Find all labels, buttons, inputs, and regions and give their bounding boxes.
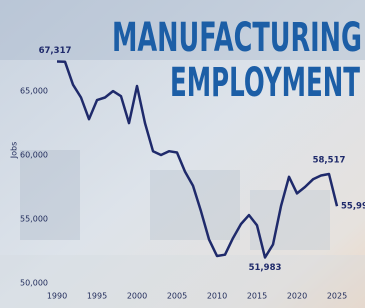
x-tick-label: 2005 [167, 292, 187, 301]
value-label: 67,317 [39, 46, 72, 56]
x-tick-label: 2000 [127, 292, 147, 301]
chart-title: EMPLOYMENT [170, 60, 360, 106]
y-tick-label: 50,000 [20, 278, 48, 287]
value-label: 55,992 [341, 202, 365, 212]
y-tick-label: 65,000 [20, 87, 48, 96]
x-tick-label: 1990 [47, 292, 67, 301]
chart-title: MANUFACTURING [112, 15, 362, 61]
x-tick-label: 2010 [207, 292, 227, 301]
value-label: 51,983 [249, 263, 282, 273]
chart: MANUFACTURING EMPLOYMENT Jobs 50,000 55,0… [0, 0, 365, 308]
value-label: 58,517 [313, 155, 346, 165]
y-tick-label: 55,000 [20, 214, 48, 223]
y-tick-label: 60,000 [20, 151, 48, 160]
x-tick-label: 2015 [247, 292, 267, 301]
x-tick-label: 2025 [327, 292, 347, 301]
y-axis-label: Jobs [10, 142, 19, 160]
x-tick-label: 2020 [287, 292, 307, 301]
x-tick-label: 1995 [87, 292, 107, 301]
